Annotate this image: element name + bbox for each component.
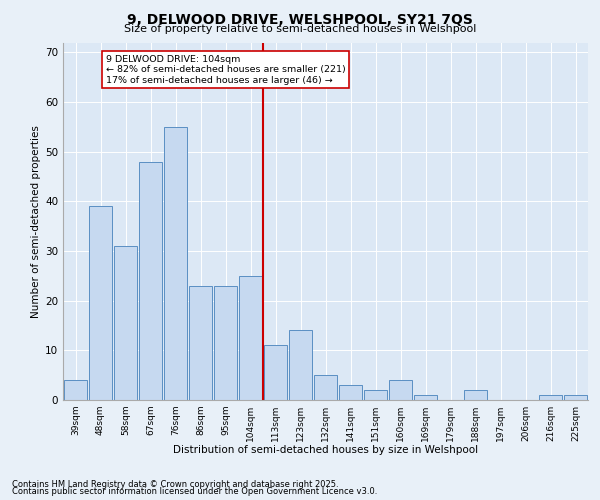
Bar: [64, 380, 87, 400]
Bar: [539, 395, 562, 400]
Bar: [214, 286, 237, 400]
Bar: [564, 395, 587, 400]
Text: 9, DELWOOD DRIVE, WELSHPOOL, SY21 7QS: 9, DELWOOD DRIVE, WELSHPOOL, SY21 7QS: [127, 12, 473, 26]
Text: 9 DELWOOD DRIVE: 104sqm
← 82% of semi-detached houses are smaller (221)
17% of s: 9 DELWOOD DRIVE: 104sqm ← 82% of semi-de…: [106, 55, 345, 84]
Text: Contains HM Land Registry data © Crown copyright and database right 2025.: Contains HM Land Registry data © Crown c…: [12, 480, 338, 489]
Bar: [239, 276, 262, 400]
Text: Size of property relative to semi-detached houses in Welshpool: Size of property relative to semi-detach…: [124, 24, 476, 34]
Bar: [189, 286, 212, 400]
X-axis label: Distribution of semi-detached houses by size in Welshpool: Distribution of semi-detached houses by …: [173, 446, 478, 456]
Bar: [389, 380, 412, 400]
Bar: [89, 206, 112, 400]
Bar: [364, 390, 387, 400]
Bar: [164, 127, 187, 400]
Y-axis label: Number of semi-detached properties: Number of semi-detached properties: [31, 125, 41, 318]
Bar: [464, 390, 487, 400]
Bar: [264, 346, 287, 400]
Bar: [314, 375, 337, 400]
Bar: [414, 395, 437, 400]
Bar: [114, 246, 137, 400]
Bar: [339, 385, 362, 400]
Bar: [139, 162, 162, 400]
Bar: [289, 330, 312, 400]
Text: Contains public sector information licensed under the Open Government Licence v3: Contains public sector information licen…: [12, 487, 377, 496]
